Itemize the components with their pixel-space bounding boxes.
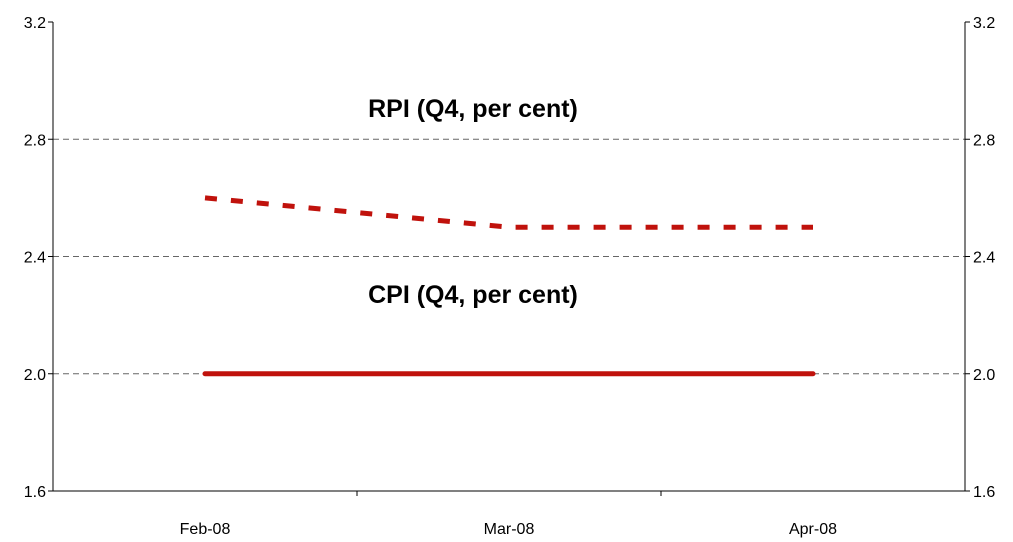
right-y-tick-label: 2.8 [973, 132, 995, 149]
right-y-tick-label: 2.4 [973, 250, 995, 267]
x-tick-label: Feb-08 [180, 521, 231, 538]
rpi-annotation: RPI (Q4, per cent) [368, 95, 578, 123]
right-y-ticks: 1.6 2.0 2.4 2.8 3.2 [965, 15, 995, 501]
rpi-line [205, 198, 813, 227]
cpi-annotation: CPI (Q4, per cent) [368, 281, 578, 309]
gridlines [53, 139, 965, 374]
series-annotations: RPI (Q4, per cent) CPI (Q4, per cent) [368, 95, 578, 309]
x-ticks: Feb-08 Mar-08 Apr-08 [180, 491, 837, 538]
left-y-tick-label: 3.2 [24, 15, 46, 32]
x-tick-label: Apr-08 [789, 521, 837, 538]
left-y-tick-label: 2.8 [24, 132, 46, 149]
left-y-ticks: 1.6 2.0 2.4 2.8 3.2 [24, 15, 53, 501]
right-y-tick-label: 1.6 [973, 484, 995, 501]
x-tick-label: Mar-08 [484, 521, 535, 538]
left-y-tick-label: 1.6 [24, 484, 46, 501]
left-y-tick-label: 2.0 [24, 367, 46, 384]
left-y-tick-label: 2.4 [24, 250, 46, 267]
right-y-tick-label: 3.2 [973, 15, 995, 32]
right-y-tick-label: 2.0 [973, 367, 995, 384]
